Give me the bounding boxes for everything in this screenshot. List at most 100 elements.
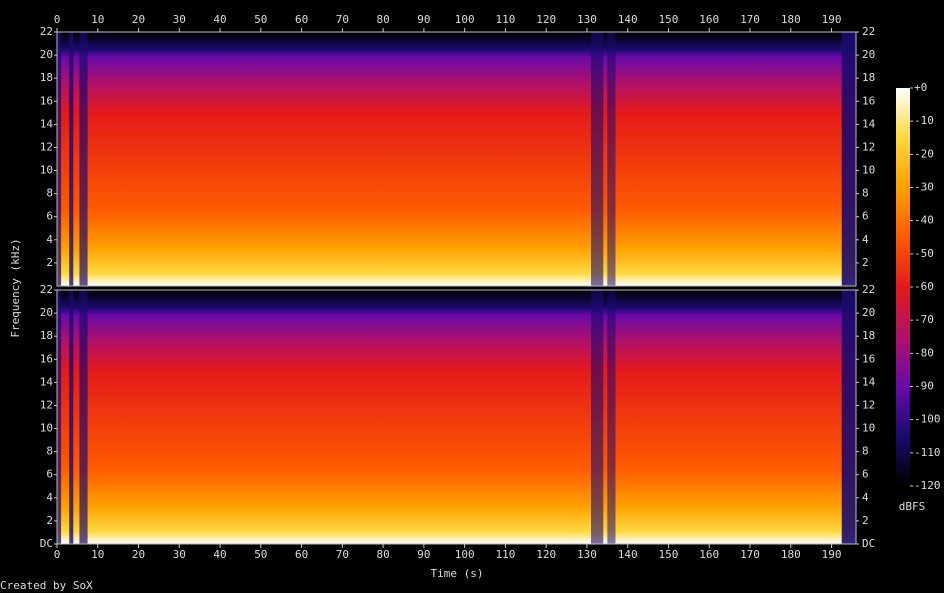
colorbar-tick-label: -60 [914,280,934,293]
y-tick-label: 8 [862,445,869,458]
quiet-strip [57,32,62,286]
x-tick-label: 160 [699,548,719,561]
quiet-strip [607,290,616,544]
y-tick-label: 12 [862,398,875,411]
x-tick-label: 150 [659,548,679,561]
x-tick-label: 110 [495,548,515,561]
colorbar-tick-label: -120 [914,479,941,492]
x-tick-label: 50 [254,548,267,561]
y-tick-label: 2 [862,514,869,527]
x-tick-label: 180 [781,13,801,26]
quiet-strip [69,32,74,286]
colorbar-tick-label: -90 [914,380,934,393]
colorbar-tick-label: -110 [914,446,941,459]
quiet-strip [607,32,616,286]
y-tick-label: 22 [862,25,875,38]
y-tick-label: 10 [862,164,875,177]
y-tick-label: 18 [862,329,875,342]
y-tick-label: 8 [46,445,53,458]
x-axis-label: Time (s) [431,567,484,580]
x-tick-label: 80 [376,13,389,26]
colorbar-tick-label: -50 [914,247,934,260]
y-tick-label: 12 [40,398,53,411]
x-tick-label: 30 [173,13,186,26]
colorbar [896,88,910,486]
x-tick-label: 170 [740,548,760,561]
x-tick-label: 160 [699,13,719,26]
y-tick-label: 16 [40,352,53,365]
x-tick-label: 20 [132,548,145,561]
x-tick-label: 70 [336,13,349,26]
colorbar-tick-label: -40 [914,214,934,227]
x-tick-label: 90 [417,13,430,26]
y-tick-label: 12 [862,140,875,153]
x-tick-label: 90 [417,548,430,561]
y-tick-label: DC [862,537,875,550]
panel-frame [56,31,857,287]
y-tick-label: 20 [862,48,875,61]
y-tick-label: 4 [862,491,869,504]
x-tick-label: 10 [91,13,104,26]
quiet-strip [591,290,604,544]
x-tick-label: 180 [781,548,801,561]
x-tick-label: 140 [618,13,638,26]
y-tick-label: 6 [862,210,869,223]
y-axis-label: Frequency (kHz) [9,238,22,337]
x-tick-label: 140 [618,548,638,561]
y-tick-label: 22 [862,283,875,296]
y-tick-label: 20 [40,48,53,61]
quiet-strip [69,290,74,544]
x-tick-label: 130 [577,548,597,561]
y-tick-label: 14 [40,375,54,388]
y-tick-label: 2 [46,256,53,269]
x-tick-label: 0 [54,13,61,26]
x-tick-label: 40 [213,548,226,561]
colorbar-tick-label: -80 [914,346,934,359]
y-tick-label: 22 [40,25,53,38]
colorbar-tick-label: -70 [914,313,934,326]
y-tick-label: 22 [40,283,53,296]
y-tick-label: 8 [46,187,53,200]
x-tick-label: 130 [577,13,597,26]
spectrogram-panel [57,32,856,286]
x-tick-label: 10 [91,548,104,561]
y-tick-label: 10 [862,422,875,435]
y-tick-label: 18 [40,329,53,342]
colorbar-tick-label: -20 [914,147,934,160]
y-tick-label: 4 [862,233,869,246]
x-tick-label: 60 [295,548,308,561]
y-tick-label: 12 [40,140,53,153]
y-tick-label: 18 [862,71,875,84]
x-tick-label: 120 [536,13,556,26]
quiet-strip [79,32,88,286]
y-tick-label: 10 [40,422,53,435]
x-tick-label: 120 [536,548,556,561]
colorbar-tick-label: -10 [914,114,934,127]
y-tick-label: 6 [46,210,53,223]
x-tick-label: 30 [173,548,186,561]
colorbar-tick-label: +0 [914,81,927,94]
y-tick-label: 16 [862,352,875,365]
y-tick-label: 2 [46,514,53,527]
x-tick-label: 190 [822,548,842,561]
y-tick-label: DC [40,537,53,550]
quiet-strip [79,290,88,544]
quiet-strip [841,32,856,286]
x-tick-label: 80 [376,548,389,561]
quiet-strip [841,290,856,544]
y-tick-label: 20 [40,306,53,319]
y-tick-label: 16 [40,94,53,107]
y-tick-label: 8 [862,187,869,200]
x-tick-label: 100 [455,548,475,561]
x-tick-label: 190 [822,13,842,26]
y-tick-label: 14 [862,117,876,130]
y-tick-label: 18 [40,71,53,84]
y-tick-label: 2 [862,256,869,269]
y-tick-label: 6 [46,468,53,481]
quiet-strip [57,290,62,544]
x-tick-label: 60 [295,13,308,26]
y-tick-label: 14 [862,375,876,388]
colorbar-tick-label: -100 [914,413,941,426]
